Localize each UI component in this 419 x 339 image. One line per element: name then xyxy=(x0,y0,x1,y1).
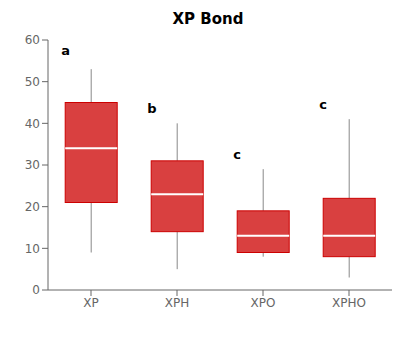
svg-text:40: 40 xyxy=(25,117,40,131)
html-text:XP Bond: XP Bond xyxy=(172,10,244,28)
svg-text:c: c xyxy=(319,97,327,112)
svg-text:XPHO: XPHO xyxy=(332,296,366,310)
svg-text:20: 20 xyxy=(25,200,40,214)
svg-text:60: 60 xyxy=(25,33,40,47)
svg-text:50: 50 xyxy=(25,75,40,89)
svg-text:0: 0 xyxy=(32,283,40,297)
svg-text:c: c xyxy=(233,147,241,162)
svg-text:30: 30 xyxy=(25,158,40,172)
svg-text:a: a xyxy=(61,43,70,58)
svg-text:10: 10 xyxy=(25,242,40,256)
svg-text:XPO: XPO xyxy=(251,296,276,310)
svg-text:XP: XP xyxy=(83,296,98,310)
svg-text:XPH: XPH xyxy=(165,296,189,310)
svg-text:b: b xyxy=(147,101,156,116)
